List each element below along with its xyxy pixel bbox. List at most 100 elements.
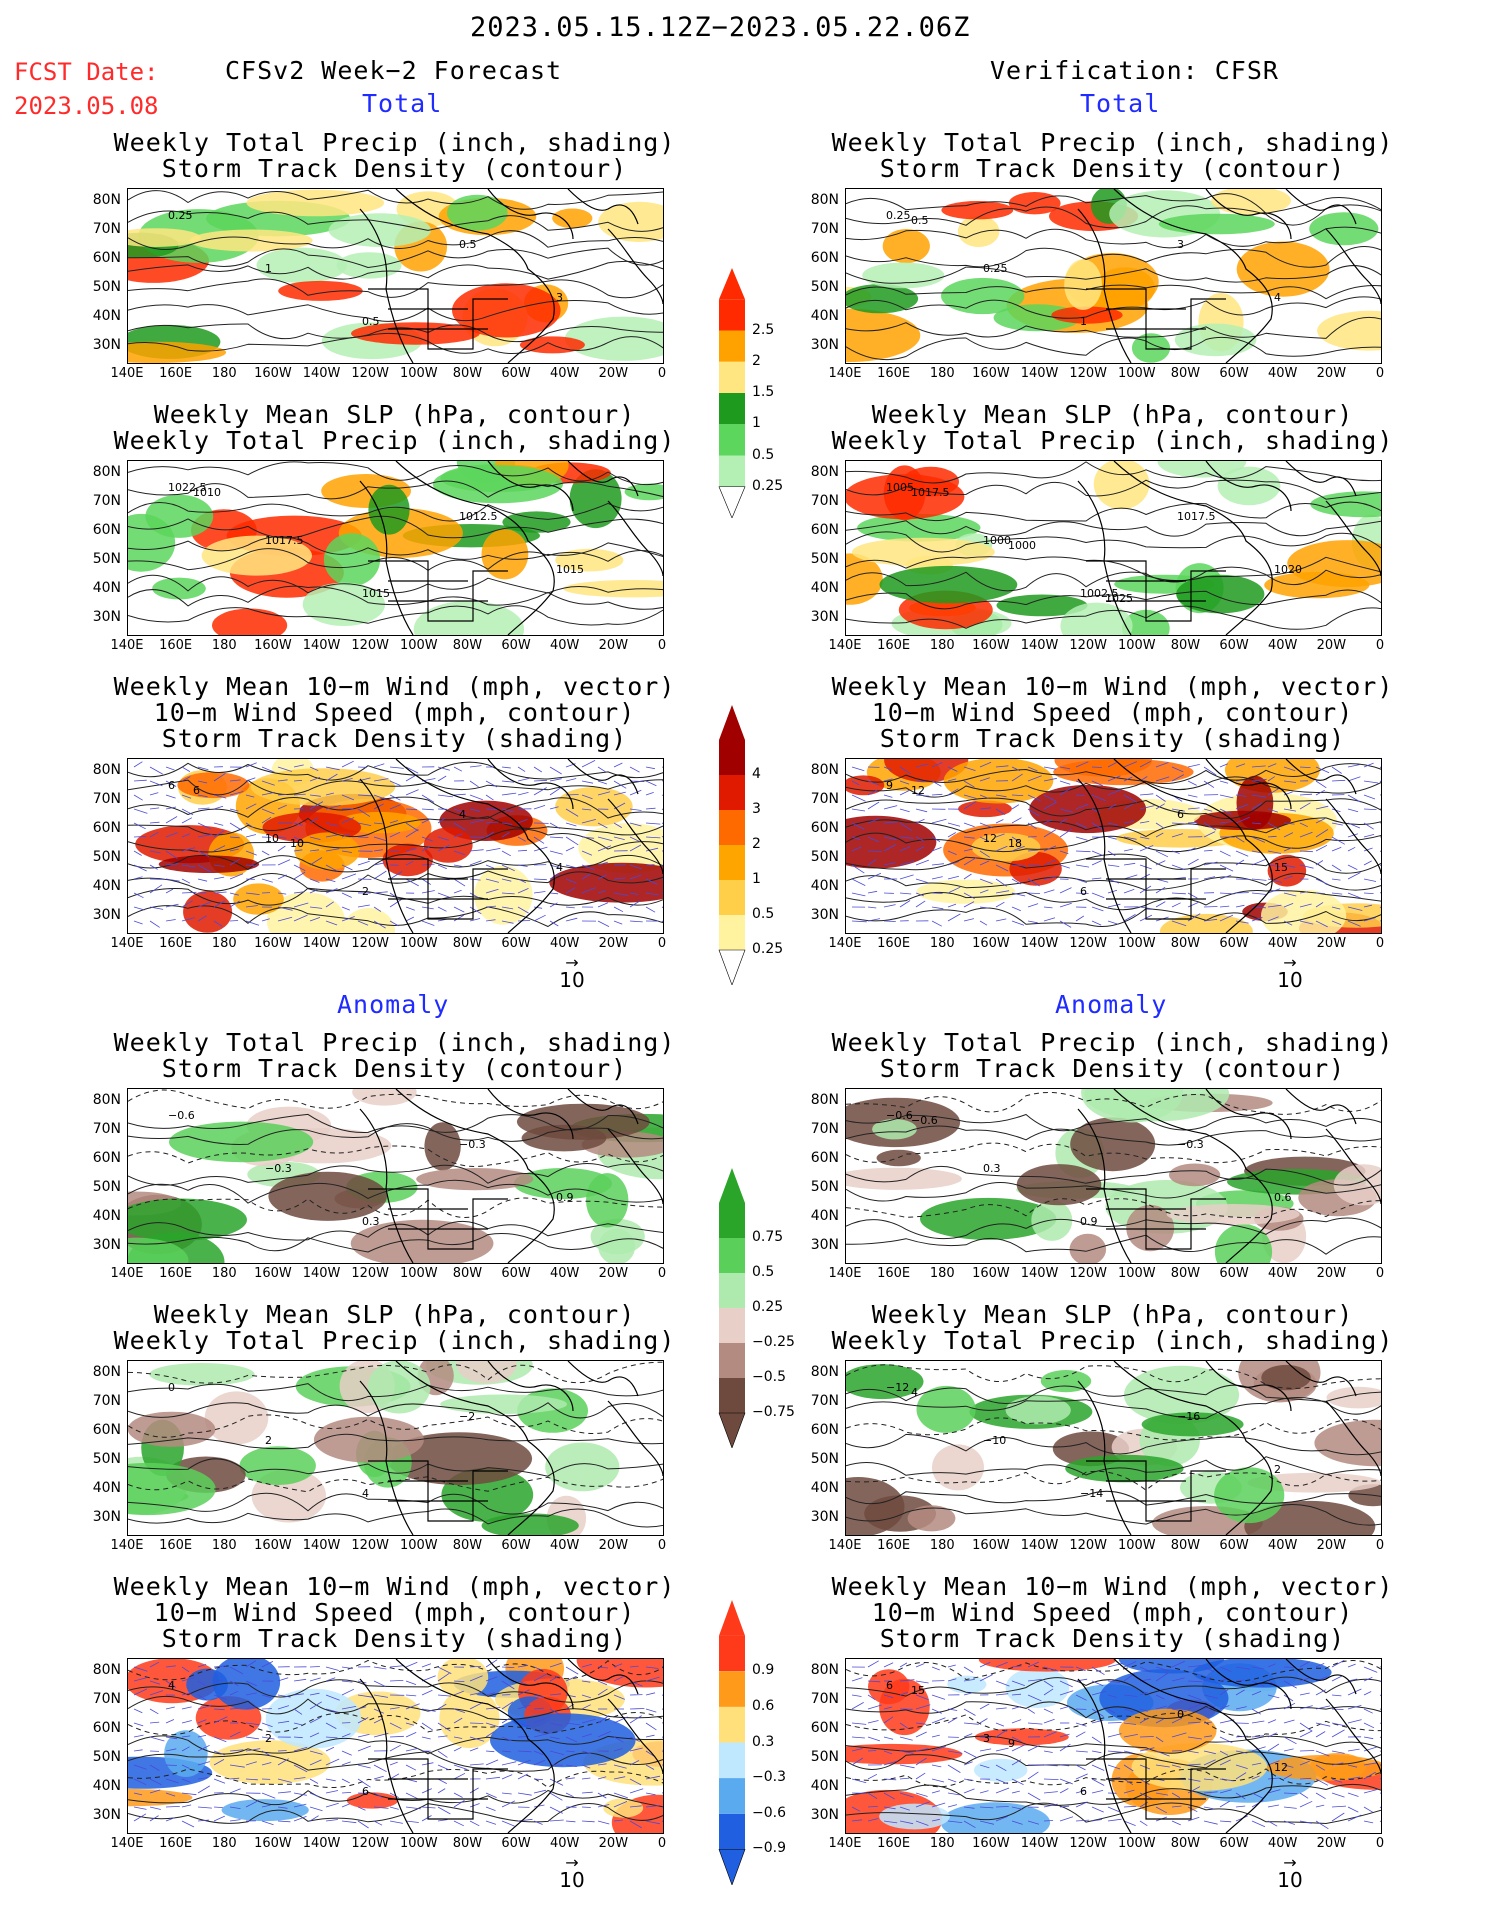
contour-value-label: 6 (193, 784, 200, 797)
lat-tick-label: 50N (92, 849, 121, 865)
wind-vector (645, 780, 657, 787)
wind-vector (613, 780, 627, 789)
wind-vector (1235, 804, 1249, 810)
wind-vector (437, 836, 449, 841)
right-column-title: Verification: CFSR (990, 56, 1279, 85)
wind-vector (261, 808, 275, 815)
wind-vector (181, 1692, 192, 1696)
shading-blob (368, 484, 410, 535)
wind-vector (1091, 850, 1103, 856)
wind-vector (277, 1778, 292, 1783)
lat-tick-label: 80N (810, 762, 839, 778)
wind-vector (1235, 763, 1246, 768)
lon-tick-label: 160W (254, 366, 292, 381)
wind-vector (1331, 846, 1342, 852)
wind-vector (149, 920, 160, 928)
wind-vector (549, 1806, 563, 1814)
wind-vector (1315, 1731, 1326, 1738)
wind-vector (1107, 850, 1116, 857)
wind-vector (133, 850, 142, 856)
wind-vector (165, 794, 176, 799)
shading-blob (862, 262, 945, 289)
wind-vector (565, 1750, 575, 1753)
wind-vector (309, 801, 324, 810)
wind-vector (597, 1804, 610, 1808)
wind-vector (645, 892, 659, 896)
lon-tick-label: 180 (929, 1266, 955, 1281)
wind-vector (867, 872, 882, 880)
contour-line (846, 605, 1381, 630)
wind-vector (1187, 847, 1196, 852)
wind-vector (357, 1694, 373, 1698)
wind-vector (565, 906, 575, 909)
wind-vector (1235, 1772, 1247, 1780)
shading-blob (1069, 1233, 1107, 1263)
wind-vector (325, 805, 341, 810)
wind-vector (181, 1735, 191, 1738)
wind-vector (469, 1736, 485, 1742)
wind-vector (1331, 1729, 1345, 1738)
wind-vector (597, 836, 613, 842)
wind-vector (197, 1806, 212, 1809)
wind-vector (1171, 1805, 1182, 1808)
shading-blob (974, 1758, 1028, 1782)
wind-vector (373, 794, 386, 800)
wind-vector (883, 836, 897, 841)
lat-tick-label: 60N (810, 820, 839, 836)
wind-vector (245, 794, 255, 798)
wind-vector (549, 1708, 561, 1716)
wind-vector (597, 791, 611, 796)
wind-vector (501, 1736, 512, 1742)
wind-vector (1059, 902, 1072, 908)
wind-vector (373, 778, 389, 782)
wind-vector (1219, 1666, 1232, 1672)
wind-vector (979, 807, 992, 810)
contour-line (128, 1414, 663, 1438)
wind-vector (1379, 1722, 1381, 1724)
wind-vector (629, 1715, 642, 1724)
wind-vector (1107, 762, 1117, 768)
wind-vector (341, 1666, 353, 1669)
wind-vector (851, 1694, 862, 1697)
wind-vector (165, 1792, 176, 1797)
wind-vector (533, 1694, 545, 1698)
wind-vector (485, 848, 501, 852)
lon-tick-label: 80W (1170, 1266, 1201, 1281)
shading-blob (265, 1688, 362, 1749)
wind-vector (325, 901, 334, 908)
wind-vector (1203, 1666, 1214, 1672)
wind-vector (357, 904, 370, 908)
wind-vector (1203, 808, 1213, 812)
right-anomaly-label: Anomaly (1055, 990, 1168, 1019)
wind-vector (197, 901, 212, 908)
wind-vector (1107, 1750, 1123, 1753)
wind-vector (1251, 778, 1267, 782)
wind-vector (181, 878, 191, 884)
lon-tick-label: 140W (1020, 936, 1059, 951)
wind-vector (293, 1803, 307, 1808)
wind-vector (549, 902, 558, 908)
wind-vector (533, 1804, 545, 1808)
wind-vector (485, 1722, 501, 1728)
wind-vector (1267, 916, 1279, 922)
wind-vector (1315, 789, 1325, 796)
lat-tick-label: 50N (810, 279, 839, 295)
wind-vector (867, 780, 879, 786)
contour-line (846, 1490, 1381, 1506)
wind-vector (1203, 1806, 1215, 1810)
wind-vector (277, 836, 287, 839)
wind-vector (1011, 836, 1021, 843)
wind-vector (1219, 1789, 1232, 1794)
wind-vector (995, 1722, 1005, 1727)
wind-vector (133, 1666, 148, 1672)
wind-vector (613, 1716, 628, 1724)
wind-vector (245, 822, 254, 829)
wind-vector (613, 1801, 628, 1808)
wind-vector (165, 888, 174, 894)
wind-vector (181, 1820, 195, 1828)
wind-vector (197, 1777, 209, 1780)
wind-vector (899, 1792, 914, 1798)
lon-tick-label: 140W (1020, 366, 1059, 381)
wind-vector (325, 766, 340, 771)
lon-tick-label: 60W (1219, 1538, 1249, 1553)
